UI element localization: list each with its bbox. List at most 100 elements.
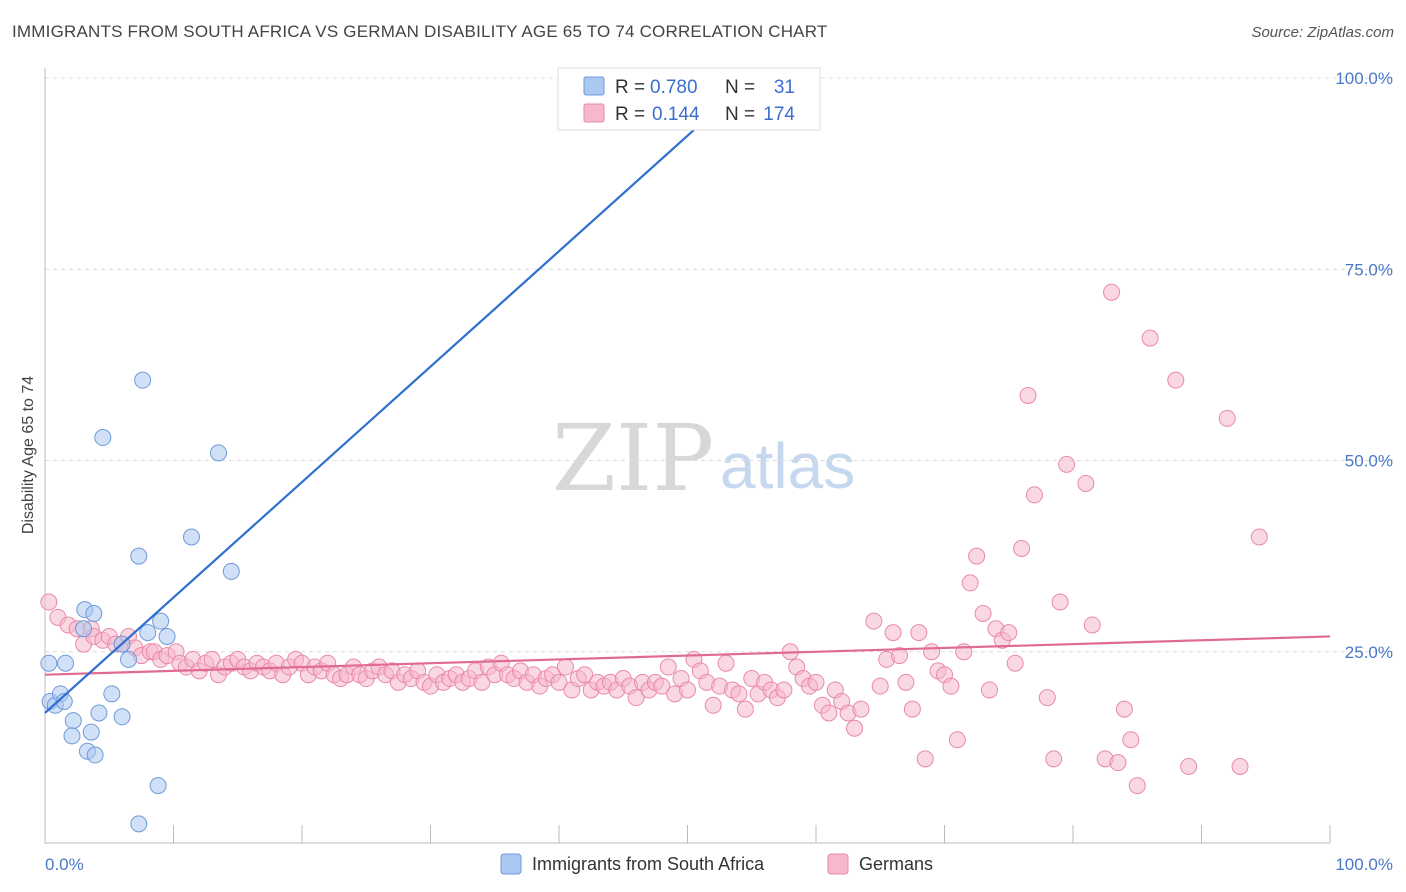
germans-point	[730, 685, 748, 703]
germans-point	[910, 624, 928, 642]
germans-point	[1103, 283, 1121, 301]
germans-point	[1077, 474, 1095, 492]
germans-point	[627, 689, 645, 707]
legend-r-label: R =	[615, 77, 645, 98]
south-africa-point	[182, 528, 200, 546]
germans-point	[1051, 593, 1069, 611]
gridlines	[45, 77, 1393, 653]
watermark-atlas: atlas	[720, 430, 855, 502]
germans-point	[1122, 731, 1140, 749]
germans-point	[980, 681, 998, 699]
south-africa-point	[139, 624, 157, 642]
south-africa-point	[64, 712, 82, 730]
chart-source: Source: ZipAtlas.com	[1251, 24, 1394, 41]
south-africa-point	[82, 723, 100, 741]
germans-point	[1141, 329, 1159, 347]
series-legend-swatch-south-africa	[500, 853, 522, 875]
germans-point	[775, 681, 793, 699]
germans-point	[1218, 409, 1236, 427]
germans-point	[884, 624, 902, 642]
germans-point	[659, 658, 677, 676]
germans-point	[916, 750, 934, 768]
y-tick-label: 75.0%	[1345, 260, 1393, 279]
south-africa-point	[134, 371, 152, 389]
germans-point	[550, 673, 568, 691]
chart-title: IMMIGRANTS FROM SOUTH AFRICA VS GERMAN D…	[12, 22, 828, 41]
germans-point	[891, 647, 909, 665]
x-tick-label-min: 0.0%	[45, 855, 84, 874]
germans-point	[852, 700, 870, 718]
germans-point	[968, 547, 986, 565]
germans-point	[576, 666, 594, 684]
legend-r-label: R =	[615, 104, 645, 125]
legend-r-value: 0.144	[652, 104, 700, 125]
germans-point	[1167, 371, 1185, 389]
germans-point	[1025, 486, 1043, 504]
legend-n-value: 174	[763, 104, 795, 125]
germans-point	[1180, 758, 1198, 775]
south-africa-point	[158, 627, 176, 645]
south-africa-point	[94, 429, 112, 447]
y-axis-label: Disability Age 65 to 74	[20, 376, 37, 534]
south-africa-points	[40, 69, 761, 833]
south-africa-point	[120, 650, 138, 668]
south-africa-point	[149, 777, 167, 795]
germans-point	[473, 673, 491, 691]
germans-point	[1000, 624, 1018, 642]
germans-point	[897, 673, 915, 691]
germans-point	[961, 574, 979, 592]
germans-point	[865, 612, 883, 630]
series-legend-swatch-germans	[827, 853, 849, 875]
germans-point	[1019, 386, 1037, 404]
y-tick-label: 50.0%	[1345, 452, 1393, 471]
south-africa-point	[209, 444, 227, 462]
legend-r-value: 0.780	[650, 77, 698, 98]
germans-point	[1115, 700, 1133, 718]
germans-point	[1109, 754, 1127, 772]
germans-point	[679, 681, 696, 699]
germans-point	[1013, 539, 1031, 557]
germans-point	[974, 605, 992, 622]
series-legend-label-south-africa: Immigrants from South Africa	[532, 854, 765, 874]
germans-point	[203, 650, 221, 668]
germans-point	[653, 677, 671, 695]
germans-point	[846, 719, 864, 737]
germans-point	[942, 677, 960, 695]
x-axis-ticks	[44, 825, 1331, 843]
series-legend: Immigrants from South Africa Germans	[500, 853, 933, 875]
south-africa-point	[152, 612, 170, 630]
germans-point	[807, 673, 825, 691]
germans-point	[903, 700, 921, 718]
germans-point	[1045, 750, 1063, 768]
germans-trend-line	[44, 635, 1331, 676]
south-africa-point	[63, 727, 81, 745]
germans-point	[871, 677, 889, 695]
south-africa-trend-line	[44, 77, 753, 714]
y-tick-label: 25.0%	[1345, 643, 1393, 662]
germans-point	[1128, 777, 1146, 795]
south-africa-point	[75, 620, 93, 638]
germans-point	[1038, 689, 1056, 707]
south-africa-point	[130, 547, 148, 565]
germans-point	[1006, 654, 1024, 672]
y-tick-labels: 25.0% 50.0% 75.0% 100.0%	[1335, 69, 1393, 662]
germans-point	[40, 593, 58, 611]
legend-swatch-germans	[583, 103, 605, 123]
legend-n-label: N =	[725, 104, 755, 125]
germans-point	[1083, 616, 1101, 634]
south-africa-point	[85, 605, 103, 622]
watermark-zip: ZIP	[552, 405, 714, 512]
germans-point	[556, 658, 574, 676]
germans-point	[820, 704, 838, 722]
series-legend-label-germans: Germans	[859, 854, 933, 874]
legend-n-label: N =	[725, 77, 755, 98]
south-africa-point	[57, 654, 75, 672]
south-africa-point	[130, 815, 148, 833]
germans-point	[923, 643, 941, 661]
germans-point	[1058, 455, 1076, 473]
germans-points	[40, 283, 1268, 795]
south-africa-point	[103, 685, 121, 703]
y-tick-label: 100.0%	[1335, 69, 1393, 88]
germans-point	[736, 700, 754, 718]
